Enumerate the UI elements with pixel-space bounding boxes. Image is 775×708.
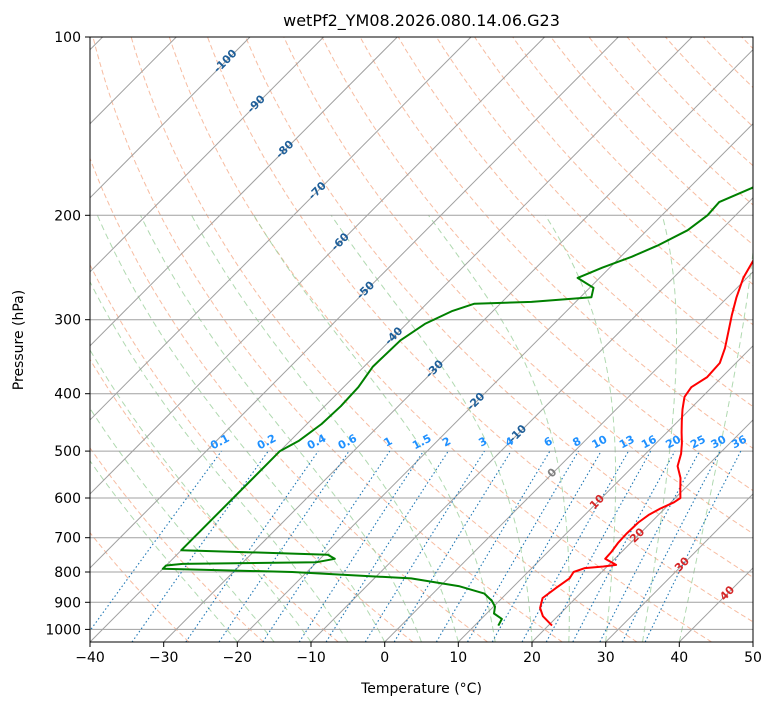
moist-adiabat (90, 349, 312, 642)
x-tick-label: 30 (597, 650, 615, 666)
moist-adiabat (544, 215, 617, 642)
mixing-ratio-label: 36 (729, 433, 749, 452)
moist-adiabat (140, 215, 422, 642)
x-tick-label: 0 (380, 650, 389, 666)
moist-adiabat (191, 215, 459, 642)
y-tick-label: 200 (54, 208, 81, 224)
y-axis-label: Pressure (hPa) (11, 290, 27, 390)
moist-adiabat (90, 407, 275, 642)
y-tick-label: 800 (54, 565, 81, 581)
mixing-ratio-line (521, 450, 629, 642)
isotherm-line (90, 37, 472, 421)
dry-adiabat (90, 447, 264, 642)
y-tick-label: 100 (54, 30, 81, 46)
isotherm-line (457, 345, 753, 642)
mixing-ratio-line (644, 450, 742, 642)
mixing-ratio-label: 25 (688, 433, 708, 452)
dry-adiabat (130, 37, 638, 642)
isotherm-line (531, 419, 753, 642)
dewpoint-profile-line (161, 186, 753, 627)
mixing-ratio-label: 10 (590, 433, 610, 452)
dry-adiabat (207, 37, 753, 623)
isotherm-line (90, 37, 398, 347)
moist-adiabat (96, 215, 386, 642)
y-tick-label: 300 (54, 313, 81, 329)
mixing-ratio-line (325, 450, 449, 642)
mixing-ratio-line (185, 450, 319, 642)
dry-adiabat (90, 531, 190, 642)
y-tick-label: 700 (54, 531, 81, 547)
moist-adiabat (90, 460, 238, 642)
isotherm-line (90, 37, 619, 569)
mixing-ratio-line (545, 450, 652, 642)
dry-adiabat (435, 37, 753, 367)
mixing-ratio-line (262, 450, 391, 642)
x-tick-label: 50 (744, 650, 762, 666)
mixing-ratio-line (393, 450, 512, 642)
y-tick-label: 1000 (45, 622, 81, 638)
y-tick-label: 400 (54, 387, 81, 403)
isotherm-line (384, 271, 753, 642)
isotherm-line (90, 37, 324, 273)
mixing-ratio-label: 30 (709, 433, 729, 452)
profile-lines (161, 186, 753, 627)
x-tick-label: −20 (223, 650, 253, 666)
mixing-ratio-line (298, 450, 424, 642)
x-tick-label: 20 (523, 650, 541, 666)
mixing-ratio-label: 13 (617, 433, 637, 452)
moist-adiabat (678, 247, 753, 642)
mixing-ratio-label: 16 (639, 433, 659, 452)
isotherm-line (605, 493, 753, 642)
y-tick-label: 900 (54, 595, 81, 611)
x-axis-label: Temperature (°C) (360, 681, 482, 697)
isotherm-line (236, 123, 753, 642)
dry-adiabat (92, 37, 563, 642)
mixing-ratio-label: 20 (663, 433, 683, 452)
dry-adiabat (90, 263, 414, 642)
chart-title: wetPf2_YM08.2026.080.14.06.G23 (283, 11, 560, 31)
isotherm-line (90, 37, 251, 199)
dry-adiabat (321, 37, 753, 492)
x-tick-label: −10 (296, 650, 326, 666)
moist-adiabat (330, 215, 533, 642)
axis-ticks: −40 −30 −20 −10 0 10 20 30 40 50 100 200 300 400 500 60… (45, 30, 762, 666)
plot-frame (89, 36, 754, 643)
y-tick-label: 600 (54, 491, 81, 507)
isotherm-line (163, 48, 753, 642)
moist-adiabat (428, 215, 570, 642)
isotherm-line (90, 37, 545, 495)
dry-adiabat (512, 37, 753, 286)
isotherm-line (310, 197, 753, 642)
temperature-profile-line (539, 258, 753, 627)
y-tick-label: 500 (54, 444, 81, 460)
dry-adiabat (359, 37, 753, 449)
dry-adiabat (168, 37, 712, 642)
dry-adiabat (90, 358, 339, 642)
mixing-ratio-line (90, 450, 222, 632)
mixing-ratio-line (218, 450, 350, 642)
dry-adiabat (90, 157, 488, 642)
x-tick-label: −40 (75, 650, 105, 666)
mixing-ratio-line (621, 450, 721, 642)
x-tick-label: 10 (449, 650, 467, 666)
x-tick-label: −30 (149, 650, 179, 666)
x-tick-label: 40 (670, 650, 688, 666)
background-lines (90, 37, 753, 642)
